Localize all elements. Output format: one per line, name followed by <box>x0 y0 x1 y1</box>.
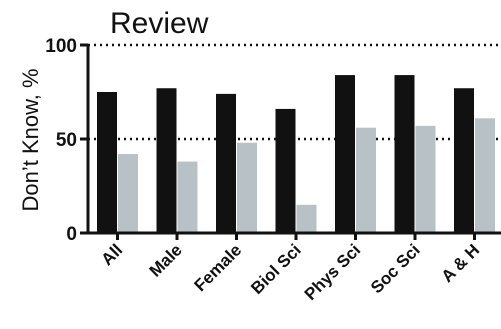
x-tick-label-soc-sci: Soc Sci <box>367 240 424 297</box>
bar-biol-sci-series-2 <box>296 204 317 233</box>
x-tick-label-all: All <box>98 240 127 269</box>
chart-title: Review <box>110 7 209 40</box>
bar-all-series-2 <box>118 154 138 233</box>
x-tick-label-a-h: A & H <box>438 240 484 286</box>
bar-soc-sci-series-1 <box>394 75 415 233</box>
bar-male-series-1 <box>156 88 177 234</box>
x-tick-label-biol-sci: Biol Sci <box>247 240 305 298</box>
y-axis-label: Don’t Know, % <box>18 68 43 211</box>
bar-female-series-2 <box>237 142 257 233</box>
x-tick-label-phys-sci: Phys Sci <box>301 240 365 304</box>
bar-a-h-series-2 <box>475 118 495 233</box>
y-ticks: 0 50 100 <box>45 36 88 245</box>
bar-biol-sci-series-1 <box>275 108 296 233</box>
bar-a-h-series-1 <box>454 88 474 234</box>
bar-phys-sci-series-1 <box>335 75 355 233</box>
bar-phys-sci-series-2 <box>356 127 376 233</box>
bar-all-series-1 <box>97 92 117 233</box>
bar-soc-sci-series-2 <box>415 125 436 233</box>
bars <box>97 75 495 234</box>
bar-female-series-1 <box>216 93 236 233</box>
bar-male-series-2 <box>177 161 198 233</box>
y-tick-label-0: 0 <box>66 224 77 245</box>
x-tick-label-female: Female <box>190 240 245 295</box>
y-tick-label-100: 100 <box>45 36 77 57</box>
x-tick-label-male: Male <box>146 240 186 280</box>
y-tick-label-50: 50 <box>56 130 77 151</box>
